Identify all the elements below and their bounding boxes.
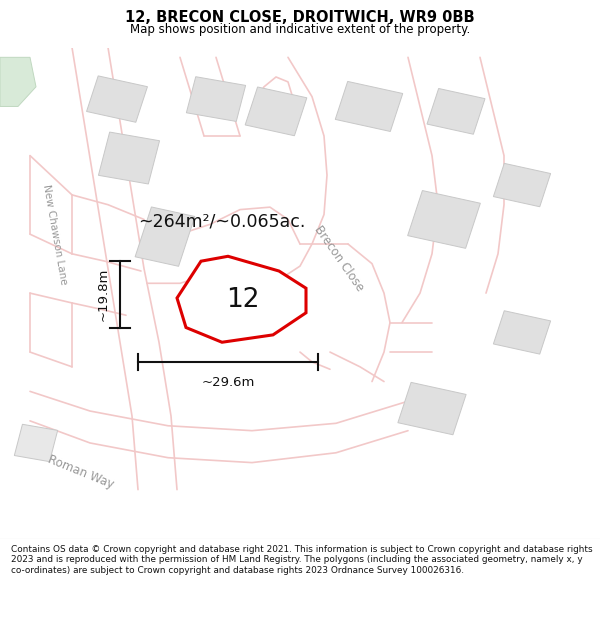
Text: 12, BRECON CLOSE, DROITWICH, WR9 0BB: 12, BRECON CLOSE, DROITWICH, WR9 0BB — [125, 11, 475, 26]
Text: Brecon Close: Brecon Close — [311, 224, 367, 294]
Text: New Chawson Lane: New Chawson Lane — [41, 183, 69, 285]
Polygon shape — [407, 191, 481, 248]
Text: ~19.8m: ~19.8m — [96, 268, 109, 321]
Polygon shape — [335, 81, 403, 131]
Polygon shape — [0, 58, 36, 106]
Text: ~264m²/~0.065ac.: ~264m²/~0.065ac. — [139, 213, 305, 231]
Polygon shape — [86, 76, 148, 122]
Polygon shape — [427, 89, 485, 134]
Polygon shape — [135, 207, 195, 266]
Text: Contains OS data © Crown copyright and database right 2021. This information is : Contains OS data © Crown copyright and d… — [11, 545, 592, 574]
Polygon shape — [187, 77, 245, 121]
Text: 12: 12 — [226, 286, 260, 312]
Polygon shape — [493, 311, 551, 354]
Polygon shape — [398, 382, 466, 435]
Polygon shape — [98, 132, 160, 184]
Text: Roman Way: Roman Way — [46, 453, 116, 491]
Polygon shape — [245, 87, 307, 136]
Polygon shape — [493, 163, 551, 207]
Polygon shape — [177, 256, 306, 343]
Text: Map shows position and indicative extent of the property.: Map shows position and indicative extent… — [130, 22, 470, 36]
Polygon shape — [14, 424, 58, 462]
Text: ~29.6m: ~29.6m — [202, 376, 254, 389]
